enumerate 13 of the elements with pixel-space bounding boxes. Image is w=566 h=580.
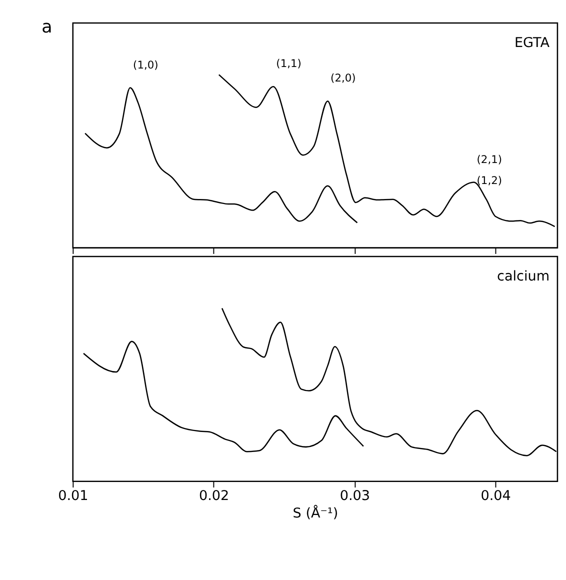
x-tick-label: 0.02 [198,488,230,504]
chart-title: a [42,17,52,38]
text: EGTA [514,34,550,51]
annotation: (1,1) [276,57,302,70]
annotation: (2,1) [476,152,502,166]
x-axis-title: S (Å⁻¹) [292,504,338,522]
x-tick-label: 0.03 [340,488,370,504]
text: calcium [497,268,550,285]
x-tick-label: 0.01 [58,488,88,504]
annotation: (1,2) [476,174,502,188]
annotation: (1,0) [133,58,158,72]
x-tick-label: 0.04 [480,488,511,504]
annotation: (2,0) [330,72,356,85]
